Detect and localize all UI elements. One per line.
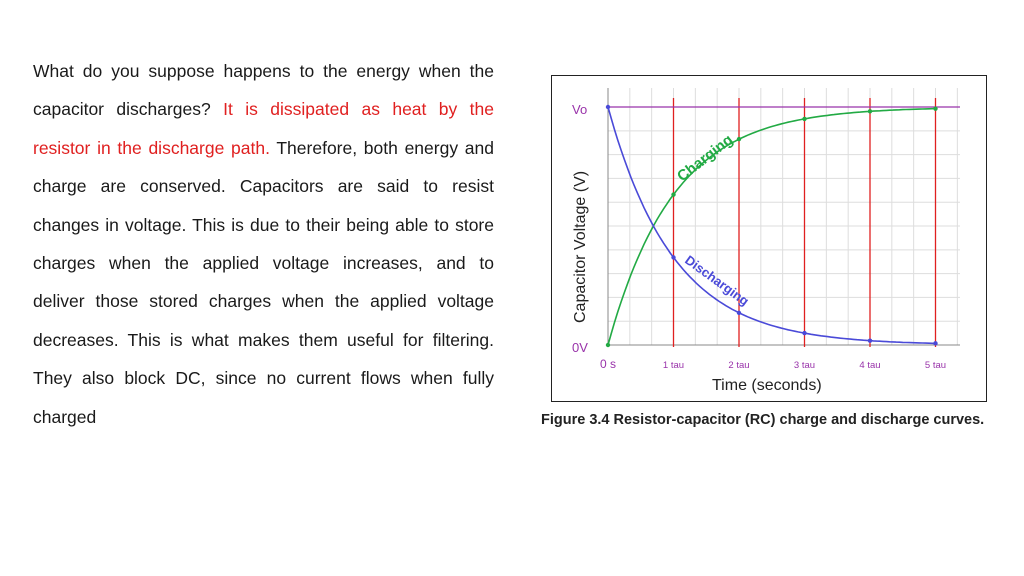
data-point-0-3	[802, 116, 807, 122]
x-tick-label: 0 s	[600, 357, 616, 371]
data-point-1-3	[802, 330, 807, 336]
rc-chart: Vo 0V Capacitor Voltage (V) Time (second…	[572, 88, 960, 394]
data-point-0-4	[867, 109, 873, 114]
discharging-curve	[607, 106, 936, 345]
charging-curve	[607, 107, 936, 346]
x-tick-label: 5 tau	[925, 360, 946, 371]
charging-curve-label: Charging	[674, 131, 736, 185]
figure-caption: Figure 3.4 Resistor-capacitor (RC) charg…	[541, 412, 985, 428]
body-paragraph: What do you suppose happens to the energ…	[33, 52, 494, 436]
x-axis-label: Time (seconds)	[712, 377, 822, 394]
data-point-1-4	[867, 338, 873, 343]
x-tick-label: 2 tau	[728, 360, 749, 371]
data-point-1-2	[736, 310, 742, 316]
data-point-0-0	[605, 342, 611, 348]
vo-label: Vo	[572, 102, 587, 117]
data-point-0-2	[736, 136, 742, 142]
paragraph-part1: What do you suppose happens to the energ…	[33, 61, 494, 120]
x-tick-label: 3 tau	[794, 360, 815, 371]
data-point-0-1	[671, 192, 676, 197]
x-tick-label: 4 tau	[859, 360, 880, 371]
data-point-1-5	[933, 341, 938, 346]
zero-volt-label: 0V	[572, 340, 588, 355]
paragraph-highlight: It is dissipated as heat by the resistor…	[33, 99, 494, 158]
x-tick-label: 1 tau	[663, 360, 684, 371]
data-point-1-1	[671, 255, 676, 260]
rc-chart-figure: Vo 0V Capacitor Voltage (V) Time (second…	[551, 75, 987, 402]
y-axis-label: Capacitor Voltage (V)	[572, 171, 589, 323]
data-point-1-0	[605, 104, 611, 110]
paragraph-part2: Therefore, both energy and charge are co…	[33, 137, 494, 427]
data-point-0-5	[933, 106, 938, 111]
